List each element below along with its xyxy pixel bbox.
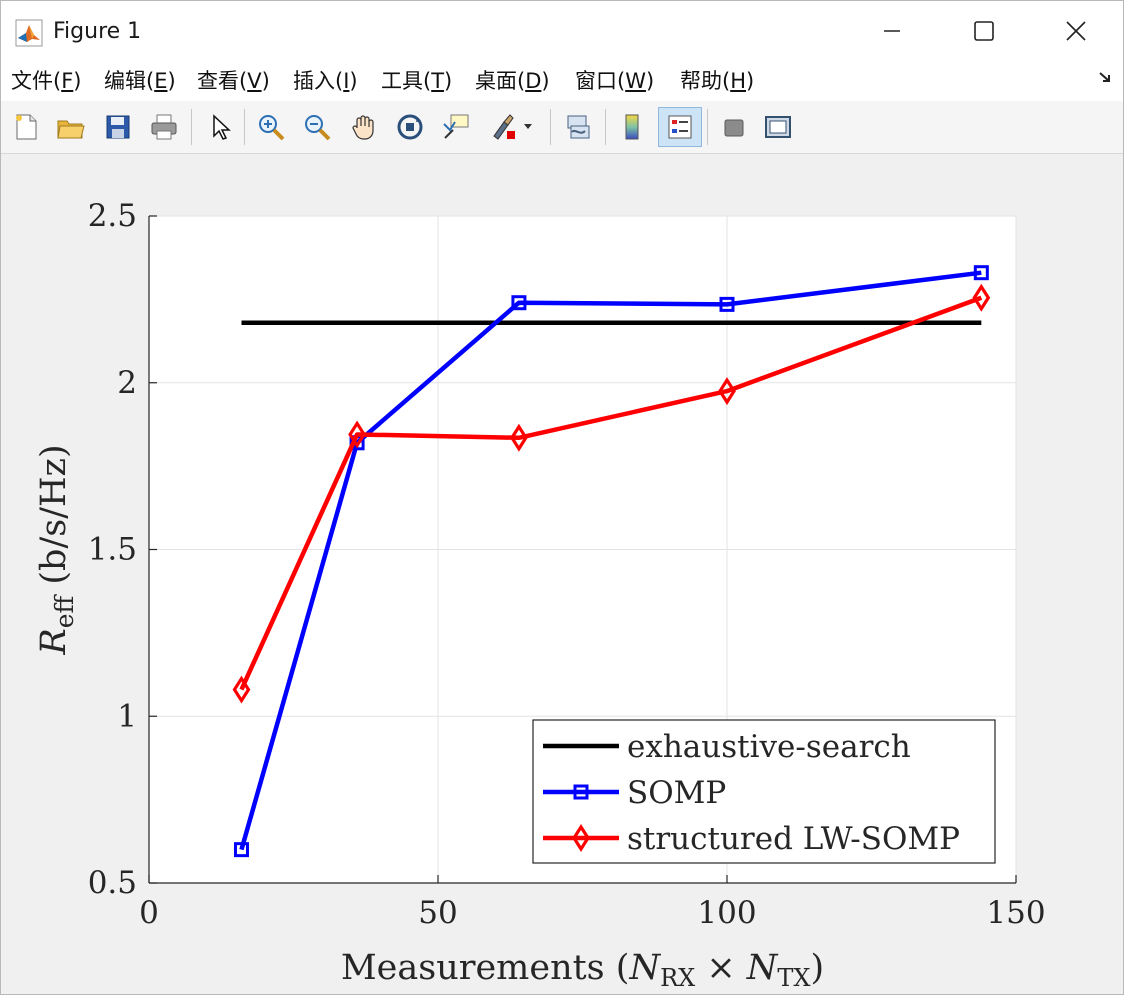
- rotate-3d-icon: [397, 114, 423, 140]
- data-point-marker: [510, 423, 528, 452]
- menu-desktop[interactable]: 桌面(D): [475, 69, 550, 93]
- line-chart[interactable]: 0 50 100 150 0.5 1 1.5 2 2.5 Measurements (NRX × …: [1, 154, 1123, 994]
- series-structured-lw-somp: [239, 295, 983, 691]
- rotate-3d-button[interactable]: [393, 110, 427, 144]
- insert-legend-button[interactable]: [658, 107, 702, 147]
- menu-tools[interactable]: 工具(T): [381, 69, 453, 93]
- y-tick-label: 1: [117, 698, 137, 734]
- series-somp: [239, 270, 982, 851]
- toolbar-separator: [550, 109, 551, 145]
- print-button[interactable]: [147, 110, 181, 144]
- data-cursor-button[interactable]: [439, 110, 473, 144]
- legend-icon: [668, 115, 692, 139]
- hide-plot-tools-icon: [724, 119, 744, 137]
- menu-help[interactable]: 帮助(H): [680, 69, 755, 93]
- open-file-button[interactable]: [53, 110, 87, 144]
- link-plot-icon: [567, 115, 590, 139]
- menu-file[interactable]: 文件(F): [11, 69, 82, 93]
- legend-marker: [573, 784, 589, 800]
- x-tick-label: 100: [697, 895, 756, 931]
- data-point-marker: [233, 842, 249, 858]
- brush-button[interactable]: [486, 110, 536, 144]
- x-axis-label: Measurements (NRX × NTX): [341, 948, 824, 992]
- print-icon: [151, 114, 177, 140]
- insert-colorbar-button[interactable]: [615, 110, 649, 144]
- title-bar: Figure 1: [1, 1, 1123, 61]
- series-line: [239, 270, 982, 851]
- menu-view[interactable]: 查看(V): [197, 69, 270, 93]
- close-icon: [1066, 21, 1086, 41]
- open-file-icon: [57, 120, 85, 139]
- zoom-in-icon: [259, 115, 285, 141]
- legend-label: structured LW-SOMP: [627, 821, 960, 857]
- colorbar-icon: [625, 114, 639, 140]
- show-plot-tools-button[interactable]: [761, 110, 795, 144]
- y-axis-label: Reff (b/s/Hz): [34, 444, 79, 655]
- toolbar-separator: [605, 109, 606, 145]
- maximize-icon: [974, 21, 994, 41]
- data-point-marker: [718, 377, 736, 406]
- new-figure-button[interactable]: [9, 110, 43, 144]
- menu-bar: 文件(F) 编辑(E) 查看(V) 插入(I) 工具(T) 桌面(D) 窗口(W…: [1, 61, 1123, 101]
- legend-label: exhaustive-search: [627, 729, 911, 765]
- minimize-button[interactable]: [846, 1, 938, 61]
- dock-arrow-icon[interactable]: [1097, 69, 1113, 85]
- data-point-marker: [511, 295, 527, 311]
- legend-marker: [572, 824, 590, 852]
- toolbar-separator: [244, 109, 245, 145]
- legend-label: SOMP: [627, 775, 726, 811]
- data-point-marker: [232, 675, 251, 704]
- toolbar-separator: [707, 109, 708, 145]
- show-plot-tools-icon: [765, 116, 791, 138]
- menu-edit[interactable]: 编辑(E): [104, 69, 176, 93]
- zoom-out-button[interactable]: [300, 110, 334, 144]
- zoom-out-icon: [305, 115, 331, 141]
- minimize-icon: [884, 30, 900, 32]
- data-cursor-icon: [443, 114, 469, 139]
- series-line: [239, 295, 983, 691]
- data-point-marker: [719, 296, 735, 312]
- data-point-marker: [973, 265, 989, 281]
- figure-toolbar: [1, 101, 1123, 154]
- new-figure-icon: [16, 114, 37, 140]
- matlab-logo-icon: [15, 19, 43, 47]
- menu-insert[interactable]: 插入(I): [293, 69, 358, 93]
- data-point-marker: [972, 283, 991, 312]
- save-button[interactable]: [101, 110, 135, 144]
- pointer-icon: [213, 114, 231, 140]
- save-icon: [106, 115, 130, 139]
- toolbar-separator: [191, 109, 192, 145]
- figure-canvas-area: 0 50 100 150 0.5 1 1.5 2 2.5 Measurements (NRX × …: [1, 154, 1123, 994]
- link-plot-button[interactable]: [561, 110, 595, 144]
- brush-icon: [493, 114, 532, 140]
- maximize-button[interactable]: [938, 1, 1030, 61]
- window-title: Figure 1: [53, 19, 142, 44]
- y-tick-label: 1.5: [88, 532, 137, 568]
- y-tick-label: 0.5: [88, 865, 137, 901]
- data-point-marker: [348, 420, 366, 449]
- pan-button[interactable]: [347, 110, 381, 144]
- y-tick-label: 2: [117, 365, 137, 401]
- pan-hand-icon: [352, 115, 374, 140]
- y-tick-label: 2.5: [88, 198, 137, 234]
- close-button[interactable]: [1030, 1, 1122, 61]
- hide-plot-tools-button[interactable]: [717, 110, 751, 144]
- x-tick-label: 0: [139, 895, 159, 931]
- menu-window[interactable]: 窗口(W): [575, 69, 655, 93]
- x-tick-label: 50: [418, 895, 457, 931]
- edit-plot-button[interactable]: [203, 110, 237, 144]
- x-tick-label: 150: [986, 895, 1045, 931]
- zoom-in-button[interactable]: [254, 110, 288, 144]
